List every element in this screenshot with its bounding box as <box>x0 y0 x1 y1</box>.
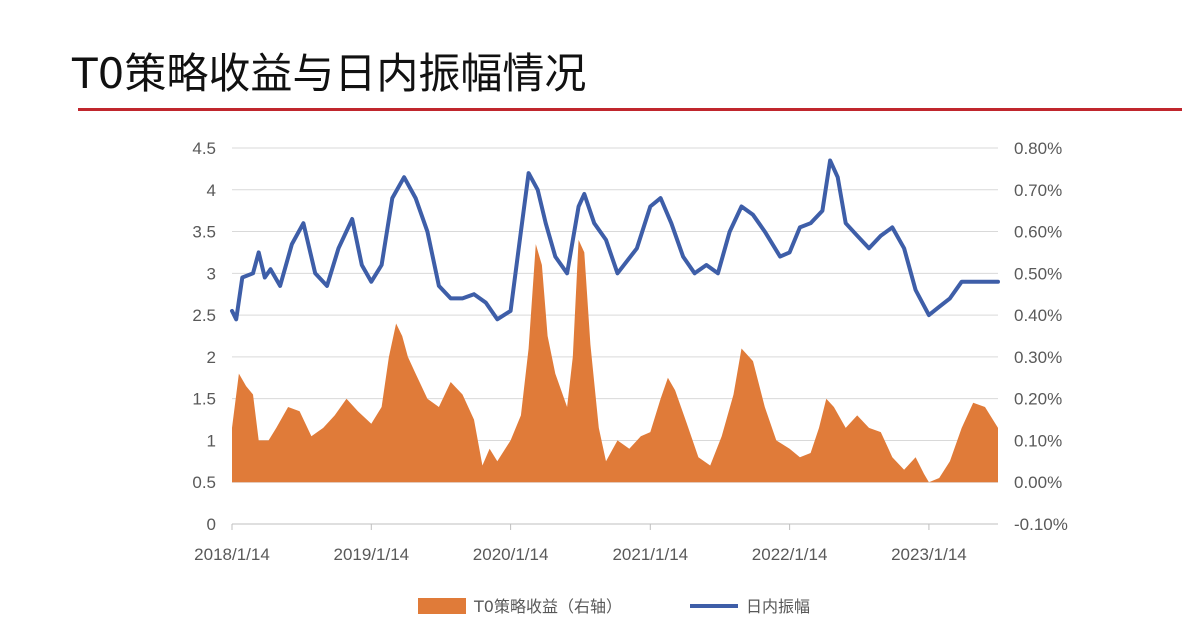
left-tick-label: 3.5 <box>192 223 216 242</box>
x-tick-label: 2021/1/14 <box>612 545 688 564</box>
right-tick-label: 0.80% <box>1014 139 1062 158</box>
left-axis-ticks: 0 0.5 1 1.5 2 2.5 3 3.5 4 4.5 <box>192 139 216 534</box>
left-tick-label: 3 <box>207 264 216 283</box>
x-tick-label: 2020/1/14 <box>473 545 549 564</box>
legend-swatch-t0-return <box>418 598 466 614</box>
left-tick-label: 0.5 <box>192 473 216 492</box>
left-tick-label: 1.5 <box>192 390 216 409</box>
right-tick-label: 0.40% <box>1014 306 1062 325</box>
x-tick-label: 2019/1/14 <box>333 545 409 564</box>
area-path <box>232 239 998 483</box>
x-tick-label: 2022/1/14 <box>752 545 828 564</box>
left-tick-label: 1 <box>207 431 216 450</box>
line-path <box>230 158 1000 322</box>
legend-label-t0-return: T0策略收益（右轴） <box>473 597 622 616</box>
right-tick-label: -0.10% <box>1014 515 1068 534</box>
page-title: T0策略收益与日内振幅情况 <box>72 49 587 98</box>
right-tick-label: 0.60% <box>1014 223 1062 242</box>
intraday-amplitude-line-series <box>230 158 1000 322</box>
right-tick-label: 0.50% <box>1014 264 1062 283</box>
left-tick-label: 4 <box>207 181 216 200</box>
legend-label-amplitude: 日内振幅 <box>746 597 810 616</box>
left-tick-label: 2.5 <box>192 306 216 325</box>
legend: T0策略收益（右轴） 日内振幅 <box>418 597 810 616</box>
title-underline <box>78 108 1182 111</box>
right-tick-label: 0.30% <box>1014 348 1062 367</box>
right-tick-label: 0.20% <box>1014 390 1062 409</box>
right-axis-ticks: -0.10% 0.00% 0.10% 0.20% 0.30% 0.40% 0.50% 0.60… <box>1014 139 1068 534</box>
right-tick-label: 0.70% <box>1014 181 1062 200</box>
x-tick-label: 2018/1/14 <box>194 545 270 564</box>
right-tick-label: 0.10% <box>1014 431 1062 450</box>
right-tick-label: 0.00% <box>1014 473 1062 492</box>
x-tick-label: 2023/1/14 <box>891 545 967 564</box>
left-tick-label: 2 <box>207 348 216 367</box>
x-axis-ticks: 2018/1/14 2019/1/14 2020/1/14 2021/1/14 2022… <box>194 524 967 564</box>
t0-return-area-series <box>232 239 998 483</box>
left-tick-label: 0 <box>207 515 216 534</box>
left-tick-label: 4.5 <box>192 139 216 158</box>
